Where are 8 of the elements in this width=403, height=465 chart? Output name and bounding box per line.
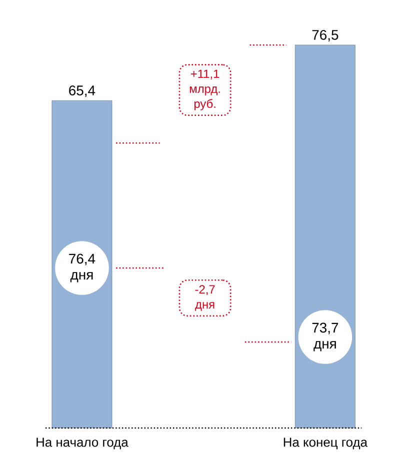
annotation: 73,7 дня bbox=[312, 322, 338, 352]
annotation: -2,7 дня bbox=[195, 285, 215, 311]
x-tick-label: На начало года bbox=[36, 438, 128, 450]
x-tick-label: На конец года bbox=[284, 438, 368, 450]
data-label: 76,5 bbox=[312, 30, 338, 42]
annotation: 76,4 дня bbox=[69, 254, 96, 282]
annotation: +11,1 млрд. руб. bbox=[190, 70, 220, 110]
data-label: 65,4 bbox=[69, 86, 96, 98]
